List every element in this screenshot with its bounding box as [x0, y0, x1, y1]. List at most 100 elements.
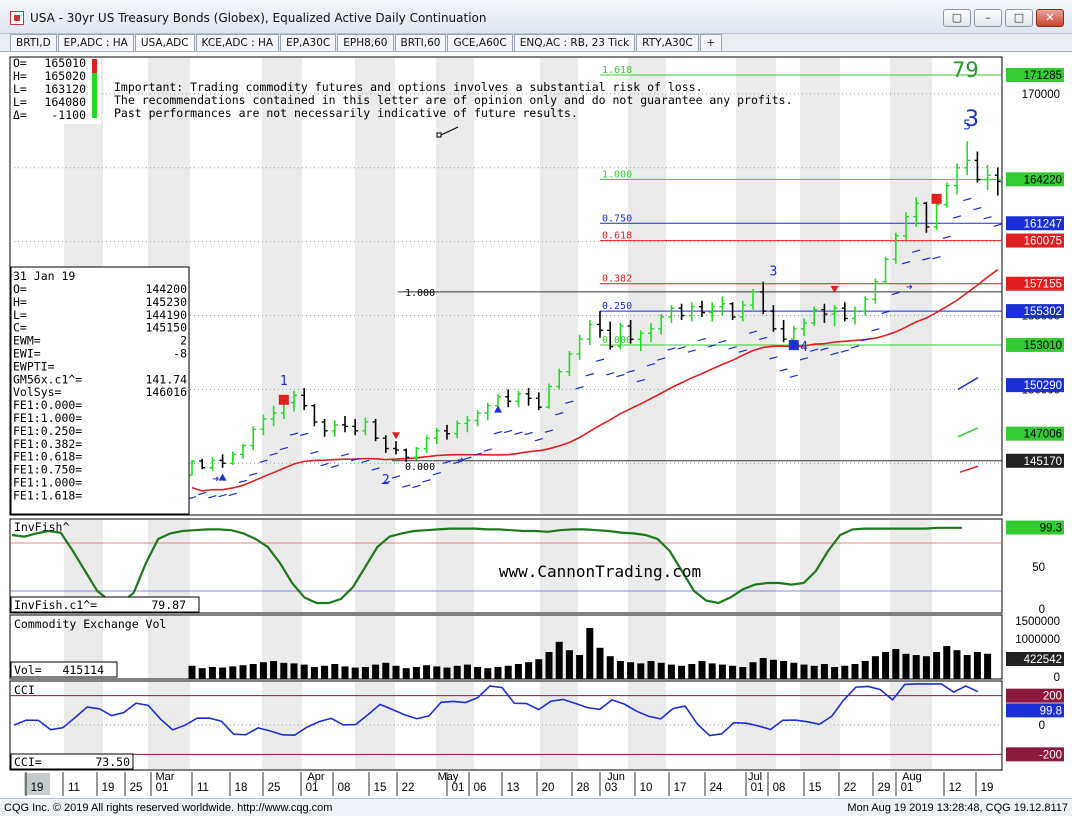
x-axis-day-label: 01 — [751, 782, 764, 794]
cci-readout-label: CCI= — [14, 755, 42, 769]
ohlc-readout-key: Δ= — [13, 108, 27, 122]
trailing-stop-mark — [779, 368, 788, 372]
x-axis-day-label: 01 — [452, 782, 465, 794]
maximize-button[interactable]: □ — [1005, 9, 1033, 27]
week-shade — [540, 58, 578, 514]
add-tab-button[interactable]: + — [699, 34, 722, 51]
volume-bar — [769, 659, 777, 679]
x-axis-day-label: 10 — [640, 782, 653, 794]
volume-bar — [841, 665, 849, 679]
info-panel-value: 2 — [180, 334, 187, 348]
volume-bar — [800, 664, 808, 679]
trailing-stop-mark — [259, 459, 268, 463]
chart-tab[interactable]: KCE,ADC : HA — [195, 34, 280, 51]
price-tag — [1006, 172, 1064, 187]
chart-tab[interactable]: RTY,A30C — [636, 34, 699, 51]
x-axis-day-label: 08 — [773, 782, 786, 794]
price-tag-value: 147006 — [1024, 429, 1062, 441]
annotation-anchor — [436, 132, 442, 138]
trailing-stop-mark — [871, 328, 880, 332]
trailing-stop-mark — [810, 348, 819, 352]
trailing-stop-mark — [850, 345, 860, 349]
volume-bar — [596, 647, 604, 679]
x-axis-day-label: 19 — [981, 782, 994, 794]
invfish-readout-box — [10, 596, 200, 613]
chart-tab[interactable]: EPH8,60 — [337, 34, 394, 51]
x-axis-day-label: 01 — [156, 782, 169, 794]
info-panel-key: H= — [13, 295, 27, 309]
week-shade — [736, 520, 776, 612]
info-panel-key: FE1:0.000= — [13, 398, 82, 412]
trailing-stop-mark — [473, 452, 482, 456]
volume-bar — [810, 665, 818, 679]
volume-bar — [667, 664, 675, 679]
disclaimer-line: Important: Trading commodity futures and… — [114, 80, 703, 94]
trailing-stop-mark — [606, 372, 615, 376]
volume-bar — [565, 650, 573, 679]
info-panel-key: FE1:0.750= — [13, 463, 82, 477]
chart-tab[interactable]: GCE,A60C — [447, 34, 513, 51]
cci-line — [13, 683, 979, 737]
trailing-stop-mark — [310, 450, 319, 455]
elliott-wave-label: 4 — [800, 340, 808, 355]
x-axis-month-label: Apr — [307, 771, 324, 783]
chart-tab[interactable]: EP,A30C — [280, 34, 337, 51]
close-button[interactable]: ✕ — [1036, 9, 1064, 27]
x-axis-day-label: 13 — [507, 782, 520, 794]
annotation-pointer — [440, 126, 459, 136]
sell-signal-marker — [278, 394, 289, 405]
cursor-info-panel — [10, 266, 190, 515]
invfish-tag-value: 99.3 — [1040, 523, 1062, 535]
x-axis-day-label: 25 — [268, 782, 281, 794]
volume-bar — [310, 667, 318, 679]
volume-bar — [708, 663, 716, 679]
price-tag-value: 161247 — [1024, 218, 1062, 230]
info-panel-value: 144200 — [145, 282, 187, 296]
trailing-stop-mark — [636, 378, 645, 383]
trailing-stop-mark — [912, 249, 921, 253]
price-tag-value: 153010 — [1024, 340, 1062, 352]
fib-base-label: 1.000 — [405, 288, 435, 299]
volume-bar — [749, 662, 757, 679]
bar-color-indicator-up — [92, 73, 97, 118]
chart-tab[interactable]: BRTI,D — [10, 34, 57, 51]
volume-bar — [780, 661, 788, 679]
volume-bar — [423, 665, 431, 679]
chart-tab[interactable]: BRTI,60 — [394, 34, 447, 51]
down-arrow-marker — [830, 285, 839, 293]
ohlc-readout-key: H= — [13, 69, 27, 83]
price-tag-value: 155302 — [1024, 306, 1062, 318]
minimize-button[interactable]: – — [974, 9, 1002, 27]
x-axis-day-label: 20 — [542, 782, 555, 794]
info-panel-key: EWI= — [13, 347, 41, 361]
x-axis-day-label: 24 — [710, 782, 723, 794]
trailing-stop-mark — [728, 346, 737, 350]
x-axis-day-label: 29 — [878, 782, 891, 794]
trailing-stop-mark — [249, 472, 258, 476]
x-axis-day-label: 11 — [197, 782, 209, 794]
price-tag — [1006, 276, 1064, 291]
volume-bar — [912, 655, 920, 679]
cci-tag — [1006, 703, 1064, 718]
volume-readout-label: Vol= — [14, 663, 42, 677]
info-panel-key: FE1:1.000= — [13, 476, 82, 490]
x-axis-day-label: 19 — [102, 782, 115, 794]
volume-axis-label: 0 — [1054, 672, 1060, 684]
trailing-stop-mark — [565, 400, 574, 404]
chart-tab[interactable]: ENQ,AC : RB, 23 Tick — [513, 34, 636, 51]
ohlc-readout-value: 163120 — [44, 82, 86, 96]
volume-bar — [188, 665, 196, 679]
info-panel-value: 145230 — [145, 295, 187, 309]
restore-link-button[interactable]: ▢ — [943, 9, 971, 27]
wave-oscillator-value: 79 — [952, 58, 979, 82]
volume-bar — [953, 650, 961, 679]
chart-tab[interactable]: USA,ADC — [134, 34, 195, 51]
volume-bar — [351, 667, 359, 679]
trailing-stop-mark — [820, 347, 829, 351]
volume-bar — [637, 663, 645, 679]
volume-bar — [514, 664, 522, 679]
trailing-stop-mark — [371, 467, 380, 471]
chart-tab[interactable]: EP,ADC : HA — [57, 34, 134, 51]
price-chart[interactable]: 1.618 1.000 0.750 0.618 0.382 0.250 0.000 1.000… — [0, 53, 1072, 798]
ohlc-readout-value: 165010 — [44, 56, 86, 70]
